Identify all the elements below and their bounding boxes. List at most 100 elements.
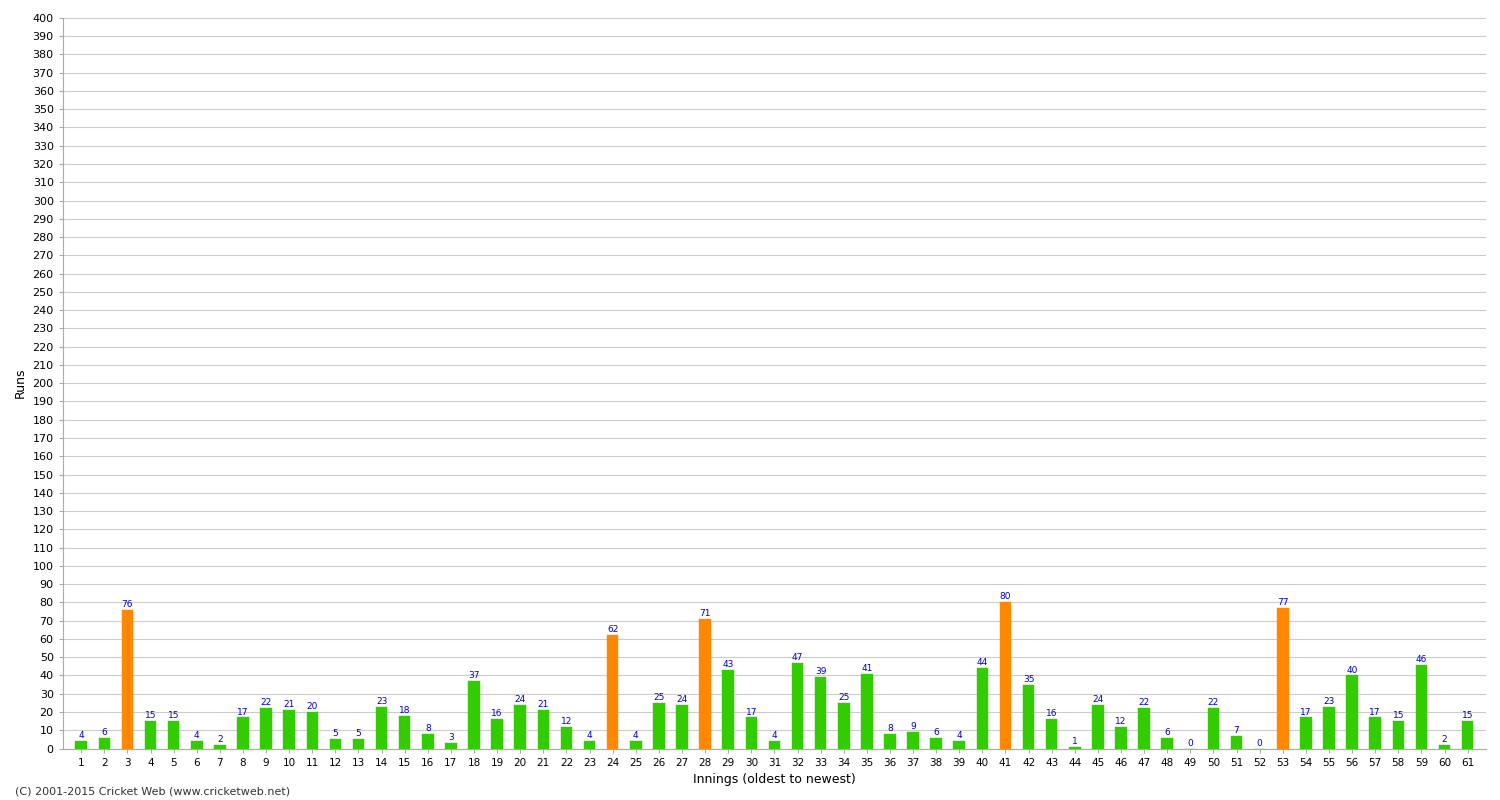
- Bar: [376, 706, 387, 749]
- Bar: [446, 743, 456, 749]
- Text: 17: 17: [1300, 707, 1311, 717]
- Text: 1: 1: [1072, 737, 1077, 746]
- Text: 40: 40: [1347, 666, 1358, 674]
- Bar: [422, 734, 434, 749]
- Text: 3: 3: [448, 733, 454, 742]
- Bar: [330, 739, 340, 749]
- Bar: [884, 734, 896, 749]
- Text: 46: 46: [1416, 654, 1426, 663]
- Bar: [908, 732, 920, 749]
- Text: 22: 22: [261, 698, 272, 707]
- Text: 39: 39: [815, 667, 827, 676]
- Bar: [1092, 705, 1104, 749]
- Bar: [1138, 708, 1150, 749]
- Text: 18: 18: [399, 706, 411, 714]
- Text: 4: 4: [771, 731, 777, 740]
- Text: 17: 17: [237, 707, 249, 717]
- Text: 62: 62: [608, 626, 618, 634]
- X-axis label: Innings (oldest to newest): Innings (oldest to newest): [693, 773, 856, 786]
- Bar: [1323, 706, 1335, 749]
- Text: 44: 44: [976, 658, 988, 667]
- Text: 77: 77: [1276, 598, 1288, 607]
- Bar: [1070, 746, 1080, 749]
- Bar: [306, 712, 318, 749]
- Text: 8: 8: [424, 724, 430, 733]
- Text: 12: 12: [561, 717, 572, 726]
- Bar: [676, 705, 688, 749]
- Bar: [746, 718, 758, 749]
- Bar: [492, 719, 502, 749]
- Bar: [1416, 665, 1426, 749]
- Text: 22: 22: [1208, 698, 1219, 707]
- Bar: [146, 721, 156, 749]
- Text: 21: 21: [537, 700, 549, 710]
- Bar: [999, 602, 1011, 749]
- Bar: [261, 708, 272, 749]
- Bar: [399, 716, 411, 749]
- Text: 12: 12: [1116, 717, 1126, 726]
- Text: 43: 43: [723, 660, 734, 669]
- Bar: [468, 681, 480, 749]
- Bar: [1114, 726, 1126, 749]
- Bar: [723, 670, 734, 749]
- Bar: [652, 703, 664, 749]
- Text: 4: 4: [78, 731, 84, 740]
- Text: 8: 8: [886, 724, 892, 733]
- Bar: [514, 705, 526, 749]
- Y-axis label: Runs: Runs: [13, 368, 27, 398]
- Bar: [214, 745, 225, 749]
- Bar: [237, 718, 249, 749]
- Text: 2: 2: [217, 735, 222, 744]
- Bar: [1023, 685, 1035, 749]
- Bar: [699, 619, 711, 749]
- Bar: [1462, 721, 1473, 749]
- Text: 4: 4: [194, 731, 200, 740]
- Text: 16: 16: [492, 710, 502, 718]
- Text: 5: 5: [333, 730, 339, 738]
- Bar: [75, 742, 87, 749]
- Text: 47: 47: [792, 653, 802, 662]
- Text: 17: 17: [746, 707, 758, 717]
- Text: 6: 6: [933, 728, 939, 737]
- Text: 24: 24: [514, 694, 526, 704]
- Text: 24: 24: [1092, 694, 1104, 704]
- Text: 76: 76: [122, 600, 134, 609]
- Text: 4: 4: [633, 731, 639, 740]
- Text: 7: 7: [1233, 726, 1239, 735]
- Bar: [768, 742, 780, 749]
- Text: 23: 23: [1323, 697, 1335, 706]
- Text: 22: 22: [1138, 698, 1150, 707]
- Text: 20: 20: [306, 702, 318, 711]
- Bar: [792, 662, 804, 749]
- Bar: [930, 738, 942, 749]
- Text: 16: 16: [1046, 710, 1058, 718]
- Bar: [1232, 736, 1242, 749]
- Bar: [122, 610, 134, 749]
- Bar: [1276, 608, 1288, 749]
- Bar: [352, 739, 364, 749]
- Bar: [1208, 708, 1219, 749]
- Text: 5: 5: [356, 730, 362, 738]
- Bar: [190, 742, 202, 749]
- Bar: [861, 674, 873, 749]
- Text: 71: 71: [699, 609, 711, 618]
- Bar: [630, 742, 642, 749]
- Text: 15: 15: [1462, 711, 1473, 720]
- Text: 2: 2: [1442, 735, 1448, 744]
- Text: 15: 15: [1392, 711, 1404, 720]
- Bar: [168, 721, 180, 749]
- Text: 37: 37: [468, 671, 480, 680]
- Bar: [284, 710, 296, 749]
- Text: 35: 35: [1023, 674, 1035, 684]
- Bar: [1046, 719, 1058, 749]
- Text: 17: 17: [1370, 707, 1382, 717]
- Text: 0: 0: [1188, 738, 1192, 748]
- Bar: [608, 635, 618, 749]
- Text: 24: 24: [676, 694, 687, 704]
- Bar: [1347, 675, 1358, 749]
- Bar: [561, 726, 572, 749]
- Bar: [1161, 738, 1173, 749]
- Text: 15: 15: [168, 711, 180, 720]
- Text: 6: 6: [102, 728, 106, 737]
- Text: 21: 21: [284, 700, 296, 710]
